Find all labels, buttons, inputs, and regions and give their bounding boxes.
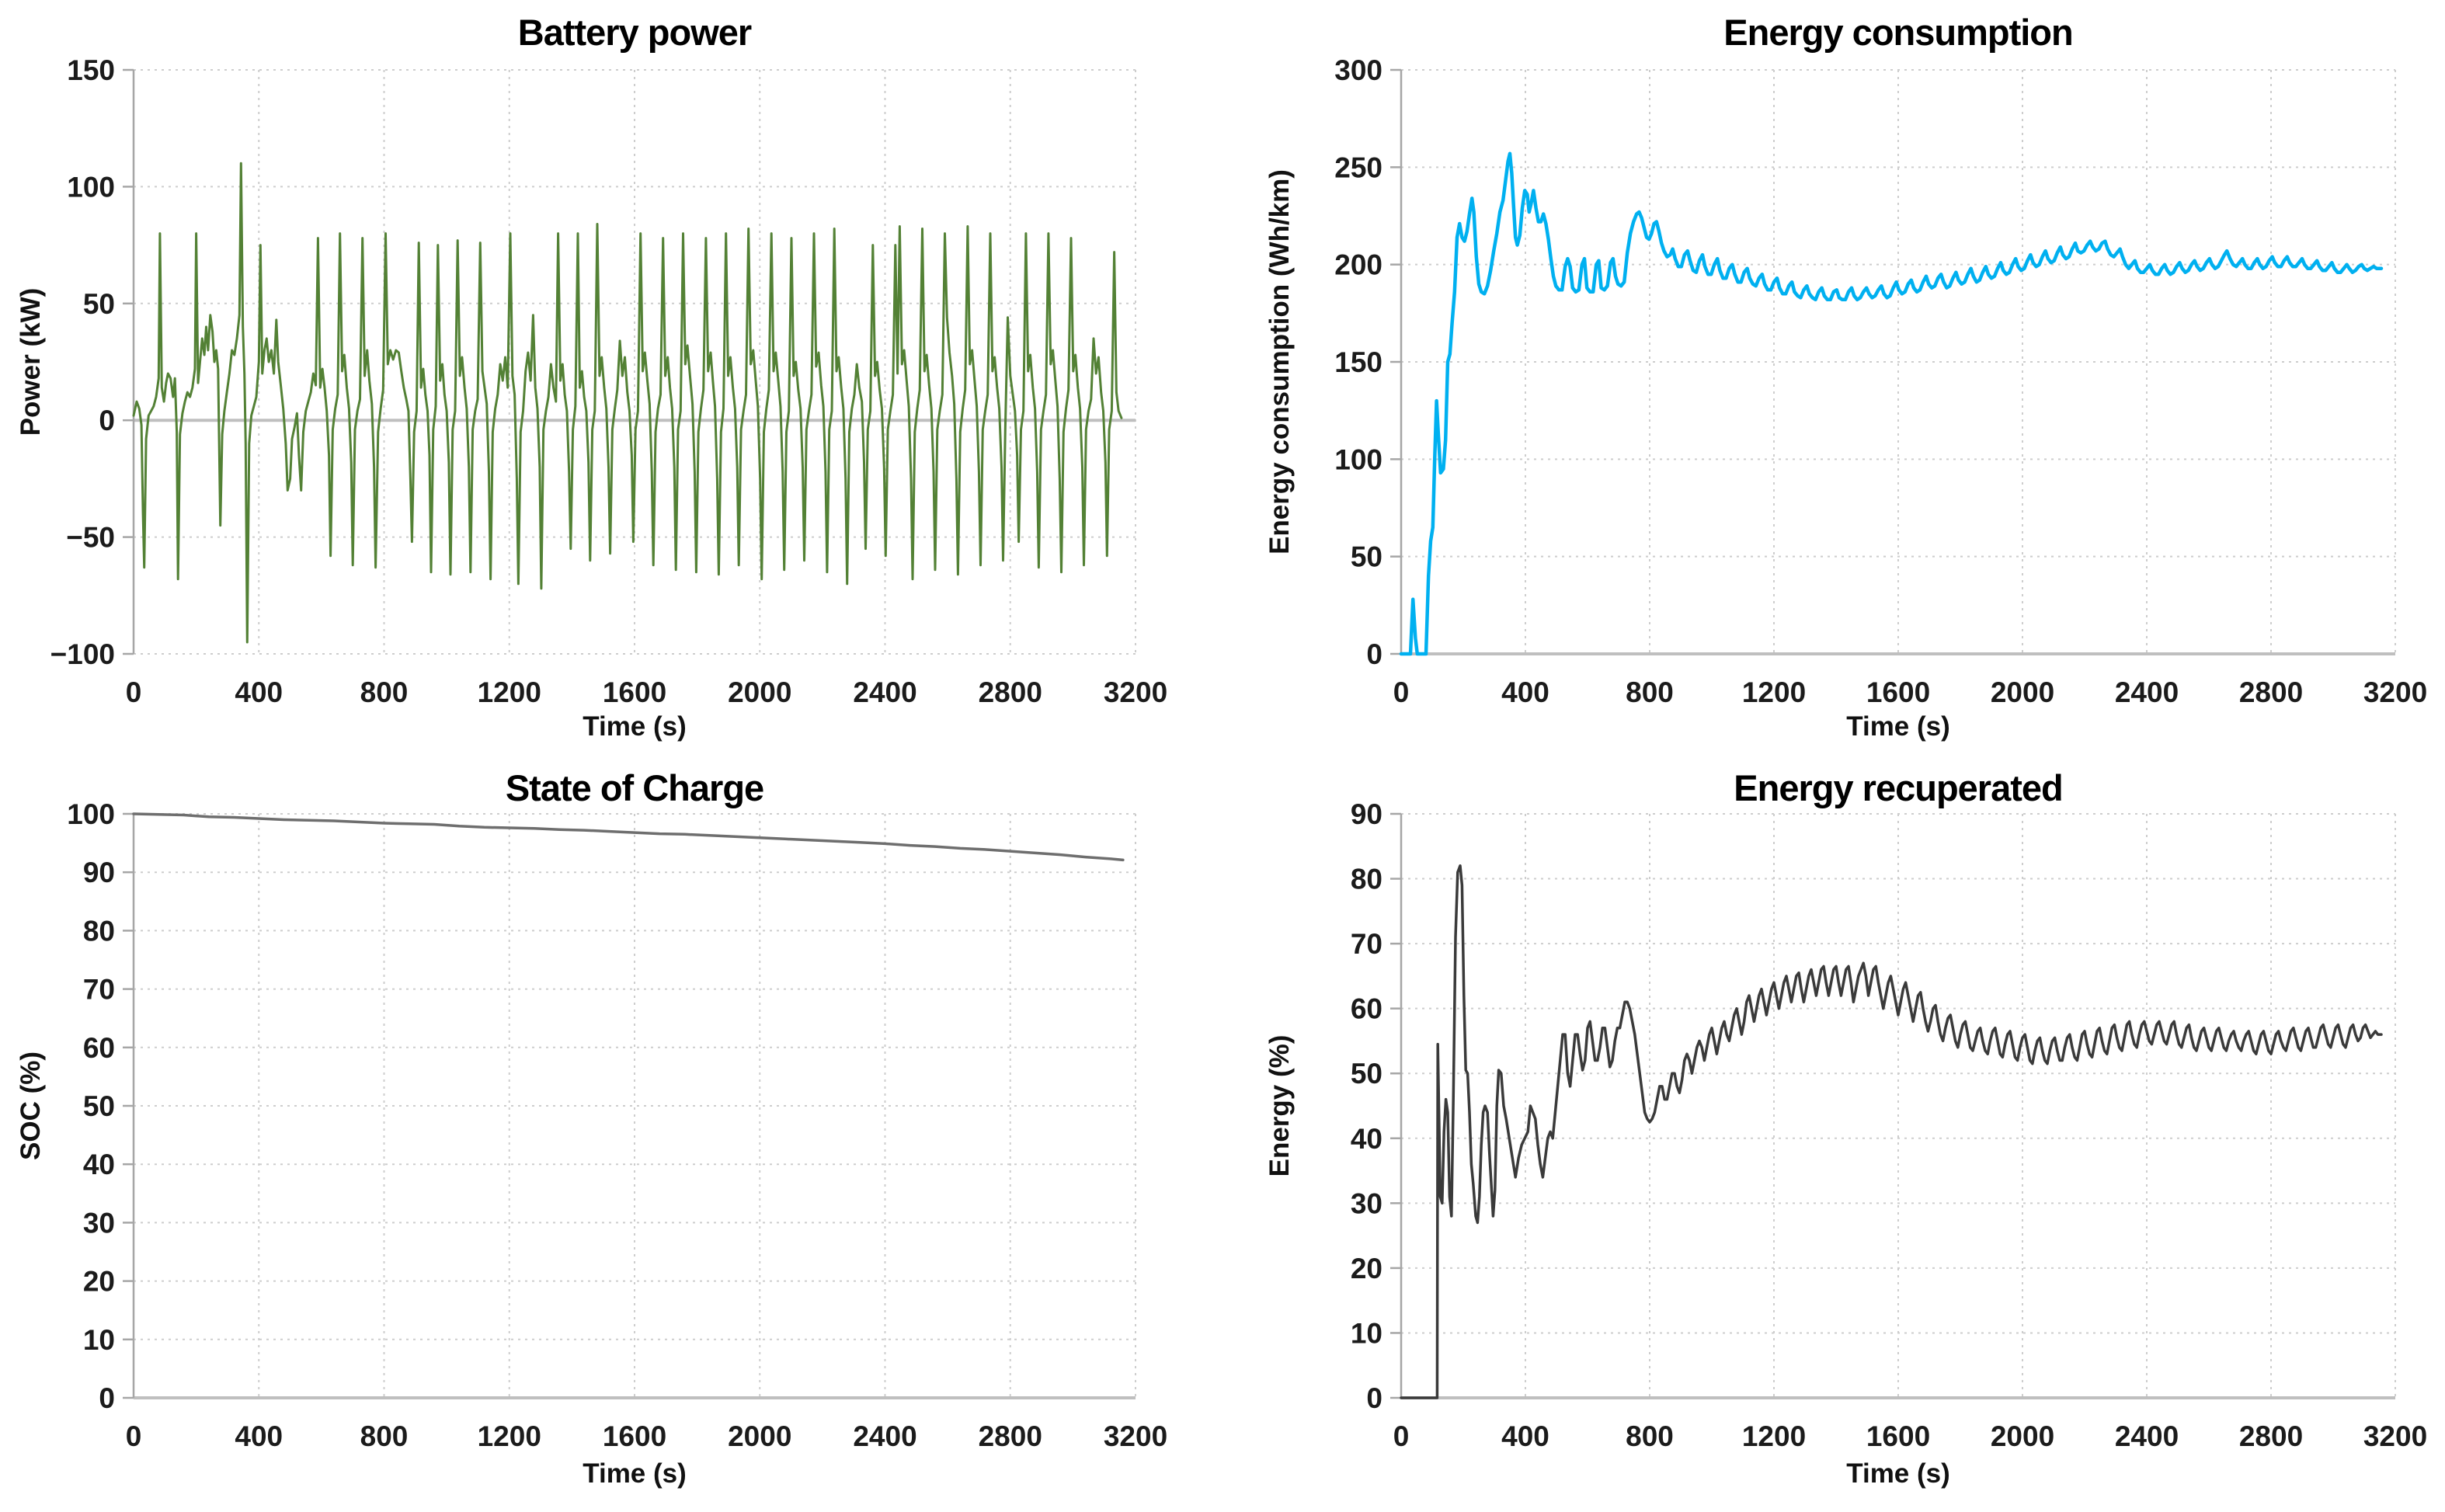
x-tick-label: 2400	[2115, 676, 2179, 708]
y-tick-label: 80	[83, 915, 115, 947]
y-tick-label: 50	[83, 1090, 115, 1122]
x-tick-label: 3200	[1104, 1420, 1167, 1452]
chart-state-of-charge: 0 10 20 30 40 50 60 70 80 90 100 0 400 800 1200 1600 200…	[0, 756, 1222, 1512]
y-tick-label: 50	[83, 288, 115, 320]
y-tick-label: 100	[67, 171, 115, 203]
state-of-charge-series-line	[132, 812, 1125, 862]
y-tick-label: −100	[50, 638, 115, 670]
y-tick-label: 30	[1351, 1187, 1382, 1219]
x-tick-label: 2400	[853, 676, 916, 708]
y-axis-title: SOC (%)	[16, 1051, 46, 1160]
chart-energy-consumption: 0 50 100 150 200 250 300 0 400 800 1200 1600 2000 240…	[1222, 0, 2445, 756]
y-tick-label: 300	[1334, 54, 1382, 86]
x-tick-label: 400	[1501, 1420, 1549, 1452]
x-tick-label: 800	[1626, 1420, 1674, 1452]
x-tick-label: 1600	[603, 676, 666, 708]
energy-recuperated-plot: 0 10 20 30 40 50 60 70 80 90 0 400 800 1200 1600 2000 24…	[1351, 798, 2427, 1452]
state-of-charge-plot: 0 10 20 30 40 50 60 70 80 90 100 0 400 800 1200 1600 200…	[67, 798, 1167, 1452]
battery-power-plot: −100 −50 0 50 100 150 0 400 800 1200 1600 2000 2400 2…	[50, 54, 1168, 708]
y-tick-label: 10	[83, 1324, 115, 1356]
energy-consumption-plot: 0 50 100 150 200 250 300 0 400 800 1200 1600 2000 240…	[1334, 54, 2427, 708]
energy-recuperated-series-line	[1400, 864, 2383, 1399]
y-tick-label: 20	[83, 1266, 115, 1298]
x-tick-label: 2800	[979, 1420, 1042, 1452]
y-tick-label: 60	[83, 1032, 115, 1064]
x-tick-label: 3200	[2363, 676, 2427, 708]
x-tick-label: 0	[126, 676, 142, 708]
x-tick-label: 800	[360, 676, 409, 708]
x-tick-label: 400	[235, 676, 283, 708]
y-tick-label: 150	[1334, 346, 1382, 378]
y-tick-label: 150	[67, 54, 115, 86]
x-axis-title: Time (s)	[1846, 1458, 1950, 1489]
x-axis-title: Time (s)	[583, 711, 687, 742]
x-tick-label: 2400	[2115, 1420, 2179, 1452]
y-tick-label: 10	[1351, 1317, 1382, 1349]
x-tick-label: 2000	[1991, 1420, 2054, 1452]
chart-title: Battery power	[517, 12, 752, 53]
x-tick-label: 2800	[979, 676, 1042, 708]
y-tick-label: 50	[1351, 541, 1382, 573]
y-tick-label: 100	[1334, 443, 1382, 475]
x-tick-label: 400	[235, 1420, 283, 1452]
y-axis-title: Energy consumption (Wh/km)	[1264, 169, 1295, 554]
chart-battery-power: −100 −50 0 50 100 150 0 400 800 1200 1600 2000 2400 2…	[0, 0, 1222, 756]
x-tick-label: 2800	[2239, 676, 2303, 708]
chart-title: Energy recuperated	[1734, 767, 2063, 808]
x-tick-label: 2000	[1991, 676, 2054, 708]
y-tick-label: −50	[66, 522, 115, 554]
y-tick-label: 250	[1334, 151, 1382, 183]
y-axis-title: Power (kW)	[16, 287, 46, 436]
y-tick-label: 50	[1351, 1058, 1382, 1090]
x-tick-label: 1200	[1742, 676, 1806, 708]
x-tick-label: 800	[1626, 676, 1674, 708]
x-tick-label: 1200	[478, 1420, 541, 1452]
x-tick-label: 1200	[478, 676, 541, 708]
y-tick-label: 0	[1366, 1382, 1382, 1414]
x-tick-label: 2400	[853, 1420, 916, 1452]
y-tick-label: 200	[1334, 249, 1382, 281]
y-tick-label: 90	[83, 857, 115, 888]
x-tick-label: 400	[1501, 676, 1549, 708]
y-tick-label: 0	[1366, 638, 1382, 670]
x-tick-label: 2000	[728, 1420, 791, 1452]
y-tick-label: 70	[1351, 928, 1382, 960]
battery-power-series-line	[132, 162, 1123, 644]
x-axis-title: Time (s)	[1846, 711, 1950, 742]
x-tick-label: 1600	[1866, 1420, 1930, 1452]
y-tick-label: 0	[99, 405, 115, 436]
x-tick-label: 1600	[603, 1420, 666, 1452]
x-tick-label: 1600	[1866, 676, 1930, 708]
chart-energy-recuperated: 0 10 20 30 40 50 60 70 80 90 0 400 800 1200 1600 2000 24…	[1222, 756, 2445, 1512]
x-tick-label: 0	[1393, 676, 1410, 708]
x-axis-title: Time (s)	[583, 1458, 687, 1489]
chart-title: State of Charge	[505, 767, 764, 808]
x-tick-label: 800	[360, 1420, 409, 1452]
y-tick-label: 70	[83, 974, 115, 1006]
y-tick-label: 80	[1351, 864, 1382, 895]
x-tick-label: 3200	[2363, 1420, 2427, 1452]
x-tick-label: 2000	[728, 676, 791, 708]
y-tick-label: 0	[99, 1382, 115, 1414]
y-tick-label: 30	[83, 1207, 115, 1239]
x-tick-label: 1200	[1742, 1420, 1806, 1452]
energy-consumption-series-line	[1399, 151, 2384, 656]
y-tick-label: 60	[1351, 993, 1382, 1025]
y-tick-label: 20	[1351, 1253, 1382, 1284]
y-tick-label: 100	[67, 798, 115, 830]
y-tick-label: 40	[83, 1149, 115, 1180]
chart-title: Energy consumption	[1723, 12, 2073, 53]
x-tick-label: 0	[1393, 1420, 1410, 1452]
y-tick-label: 90	[1351, 798, 1382, 830]
x-tick-label: 3200	[1104, 676, 1167, 708]
x-tick-label: 0	[126, 1420, 142, 1452]
y-axis-title: Energy (%)	[1264, 1034, 1295, 1177]
y-tick-label: 40	[1351, 1123, 1382, 1155]
x-tick-label: 2800	[2239, 1420, 2303, 1452]
